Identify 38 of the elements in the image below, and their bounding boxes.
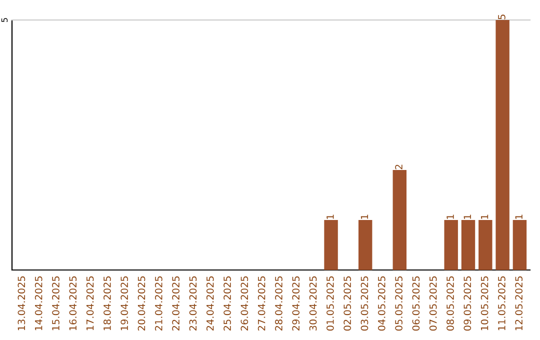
data-label: 1 — [464, 214, 471, 219]
data-label: 1 — [515, 214, 522, 219]
x-tick-label: 10.05.2025 — [480, 276, 488, 330]
x-tick-label: 22.04.2025 — [172, 276, 180, 331]
x-tick-label: 11.05.2025 — [498, 276, 506, 330]
x-tick-label: 14.04.2025 — [34, 276, 42, 330]
x-tick-label: 23.04.2025 — [189, 276, 197, 331]
x-tick-label: 03.05.2025 — [360, 276, 368, 331]
x-tick-label: 24.04.2025 — [206, 276, 214, 331]
x-tick-label: 02.05.2025 — [344, 276, 352, 331]
x-tick-label: 19.04.2025 — [120, 276, 128, 330]
x-tick-label: 21.04.2025 — [154, 276, 162, 331]
x-tick-label: 28.04.2025 — [275, 276, 282, 331]
x-tick-label: 17.04.2025 — [86, 276, 94, 330]
x-tick-label: 09.05.2025 — [464, 276, 472, 331]
x-tick-label: 06.05.2025 — [412, 276, 420, 331]
x-tick-label: 25.04.2025 — [224, 276, 231, 331]
x-tick-label: 26.04.2025 — [240, 276, 248, 331]
x-tick-label: 15.04.2025 — [52, 276, 60, 330]
x-tick-label: 13.04.2025 — [18, 276, 26, 330]
x-tick-label: 05.05.2025 — [395, 276, 402, 331]
x-tick-label: 29.04.2025 — [292, 276, 300, 331]
x-tick-label: 04.05.2025 — [378, 276, 386, 331]
x-tick-label: 12.05.2025 — [515, 276, 523, 330]
x-tick-label: 20.04.2025 — [138, 276, 146, 331]
x-tick-label: 27.04.2025 — [258, 276, 266, 331]
x-tick-label: 07.05.2025 — [429, 276, 437, 331]
data-label: 1 — [481, 214, 488, 219]
x-tick-label: 18.04.2025 — [104, 276, 111, 330]
data-label: 5 — [498, 14, 506, 20]
x-tick-label: 16.04.2025 — [69, 276, 77, 330]
x-tick-label: 08.05.2025 — [446, 276, 454, 331]
data-label: 1 — [360, 214, 368, 219]
data-label: 1 — [446, 214, 454, 219]
data-label: 1 — [326, 214, 334, 219]
x-tick-label: 01.05.2025 — [326, 276, 334, 331]
x-tick-label: 30.04.2025 — [309, 276, 317, 330]
data-label: 2 — [395, 164, 402, 170]
